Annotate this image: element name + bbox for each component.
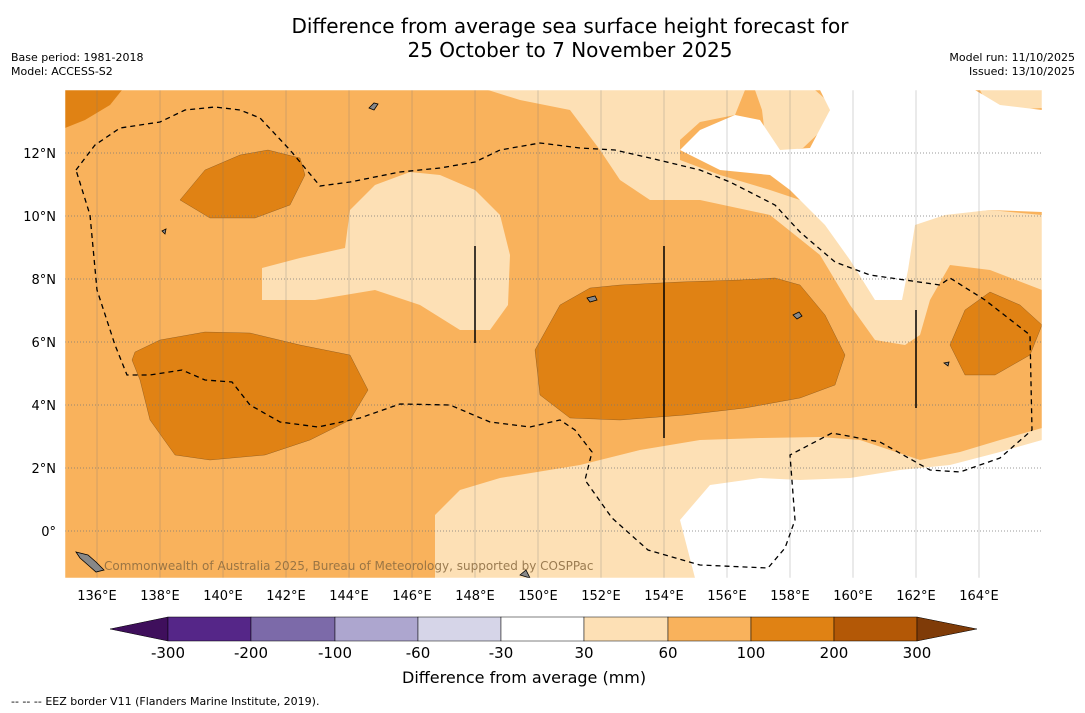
colorbar-arrow-high	[916, 616, 978, 642]
lon-label-144e: 144°E	[329, 589, 369, 604]
anomaly-100-200-northwest	[180, 150, 305, 218]
lat-label-2n: 2°N	[32, 462, 57, 477]
title-line-2: 25 October to 7 November 2025	[407, 38, 733, 62]
lon-label-156e: 156°E	[707, 589, 747, 604]
colorbar-tick: 300	[903, 644, 932, 662]
lon-label-162e: 162°E	[896, 589, 936, 604]
credit-text: Commonwealth of Australia 2025, Bureau o…	[104, 559, 594, 573]
colorbar-swatch	[250, 616, 336, 642]
lon-label-164e: 164°E	[959, 589, 999, 604]
colorbar: -300 -200 -100 -60 -30 30 60 100 200 300	[109, 616, 978, 662]
anomaly-100-200-east	[950, 292, 1042, 375]
lat-label-10n: 10°N	[23, 210, 56, 225]
title-line-1: Difference from average sea surface heig…	[291, 14, 849, 38]
colorbar-swatch	[500, 616, 585, 642]
colorbar-title: Difference from average (mm)	[402, 668, 647, 687]
lat-label-8n: 8°N	[32, 273, 57, 288]
anomaly-100-200-west	[132, 332, 368, 460]
lon-label-136e: 136°E	[77, 589, 117, 604]
colorbar-swatch	[833, 616, 918, 642]
lon-label-148e: 148°E	[455, 589, 495, 604]
colorbar-tick: -300	[151, 644, 185, 662]
lat-label-0: 0°	[41, 525, 56, 540]
lon-label-160e: 160°E	[833, 589, 873, 604]
lon-label-146e: 146°E	[392, 589, 432, 604]
colorbar-swatch	[583, 616, 669, 642]
anomaly-below-30-north	[680, 90, 1042, 300]
colorbar-swatch	[334, 616, 419, 642]
eez-solid-segments	[474, 246, 917, 438]
anomaly-30-60-northeast	[755, 90, 832, 153]
anomaly-100-200-corner	[65, 90, 122, 128]
anomaly-100-200-central	[535, 278, 845, 420]
meta-left: Base period: 1981-2018 Model: ACCESS-S2	[11, 51, 143, 79]
lat-label-4n: 4°N	[32, 399, 57, 414]
meta-right: Model run: 11/10/2025 Issued: 13/10/2025	[949, 51, 1075, 79]
map-title: Difference from average sea surface heig…	[0, 14, 1085, 62]
eez-footnote: -- -- -- EEZ border V11 (Flanders Marine…	[11, 695, 319, 708]
lon-label-142e: 142°E	[266, 589, 306, 604]
colorbar-tick: 60	[658, 644, 677, 662]
colorbar-tick: -200	[234, 644, 268, 662]
lat-label-6n: 6°N	[32, 336, 57, 351]
lon-label-154e: 154°E	[644, 589, 684, 604]
anomaly-below-30-south	[680, 440, 1042, 578]
lon-label-158e: 158°E	[770, 589, 810, 604]
colorbar-tick: 100	[737, 644, 766, 662]
map-frame	[64, 89, 1043, 579]
base-period: Base period: 1981-2018	[11, 51, 144, 64]
colorbar-arrow-low	[109, 616, 169, 642]
eez-border-dashed	[75, 106, 1033, 569]
colorbar-tick: 30	[574, 644, 593, 662]
issued-date: Issued: 13/10/2025	[968, 65, 1075, 78]
islands	[75, 102, 950, 578]
colorbar-swatch	[417, 616, 502, 642]
latitude-labels: 12°N 10°N 8°N 6°N 4°N 2°N 0°	[23, 147, 56, 540]
colorbar-swatch	[750, 616, 835, 642]
lat-label-12n: 12°N	[23, 147, 56, 162]
lon-label-152e: 152°E	[581, 589, 621, 604]
colorbar-swatch	[667, 616, 752, 642]
longitude-labels: 136°E 138°E 140°E 142°E 144°E 146°E 148°…	[77, 589, 999, 604]
map-plot-area: Commonwealth of Australia 2025, Bureau o…	[65, 90, 1042, 578]
model-run: Model run: 11/10/2025	[949, 51, 1075, 64]
colorbar-tick: -60	[406, 644, 431, 662]
colorbar-tick: -30	[489, 644, 514, 662]
lon-label-138e: 138°E	[140, 589, 180, 604]
colorbar-swatch	[167, 616, 252, 642]
anomaly-30-60-central	[262, 172, 510, 330]
eez-symbol: -- -- --	[11, 695, 42, 708]
anomaly-30-60-corner	[980, 90, 1042, 110]
eez-label: EEZ border V11 (Flanders Marine Institut…	[45, 695, 320, 708]
lon-label-150e: 150°E	[518, 589, 558, 604]
colorbar-tick: 200	[820, 644, 849, 662]
graticule	[65, 152, 1042, 532]
model-name: Model: ACCESS-S2	[11, 65, 113, 78]
colorbar-tick: -100	[318, 644, 352, 662]
contour-lines	[131, 149, 1042, 461]
lon-label-140e: 140°E	[203, 589, 243, 604]
